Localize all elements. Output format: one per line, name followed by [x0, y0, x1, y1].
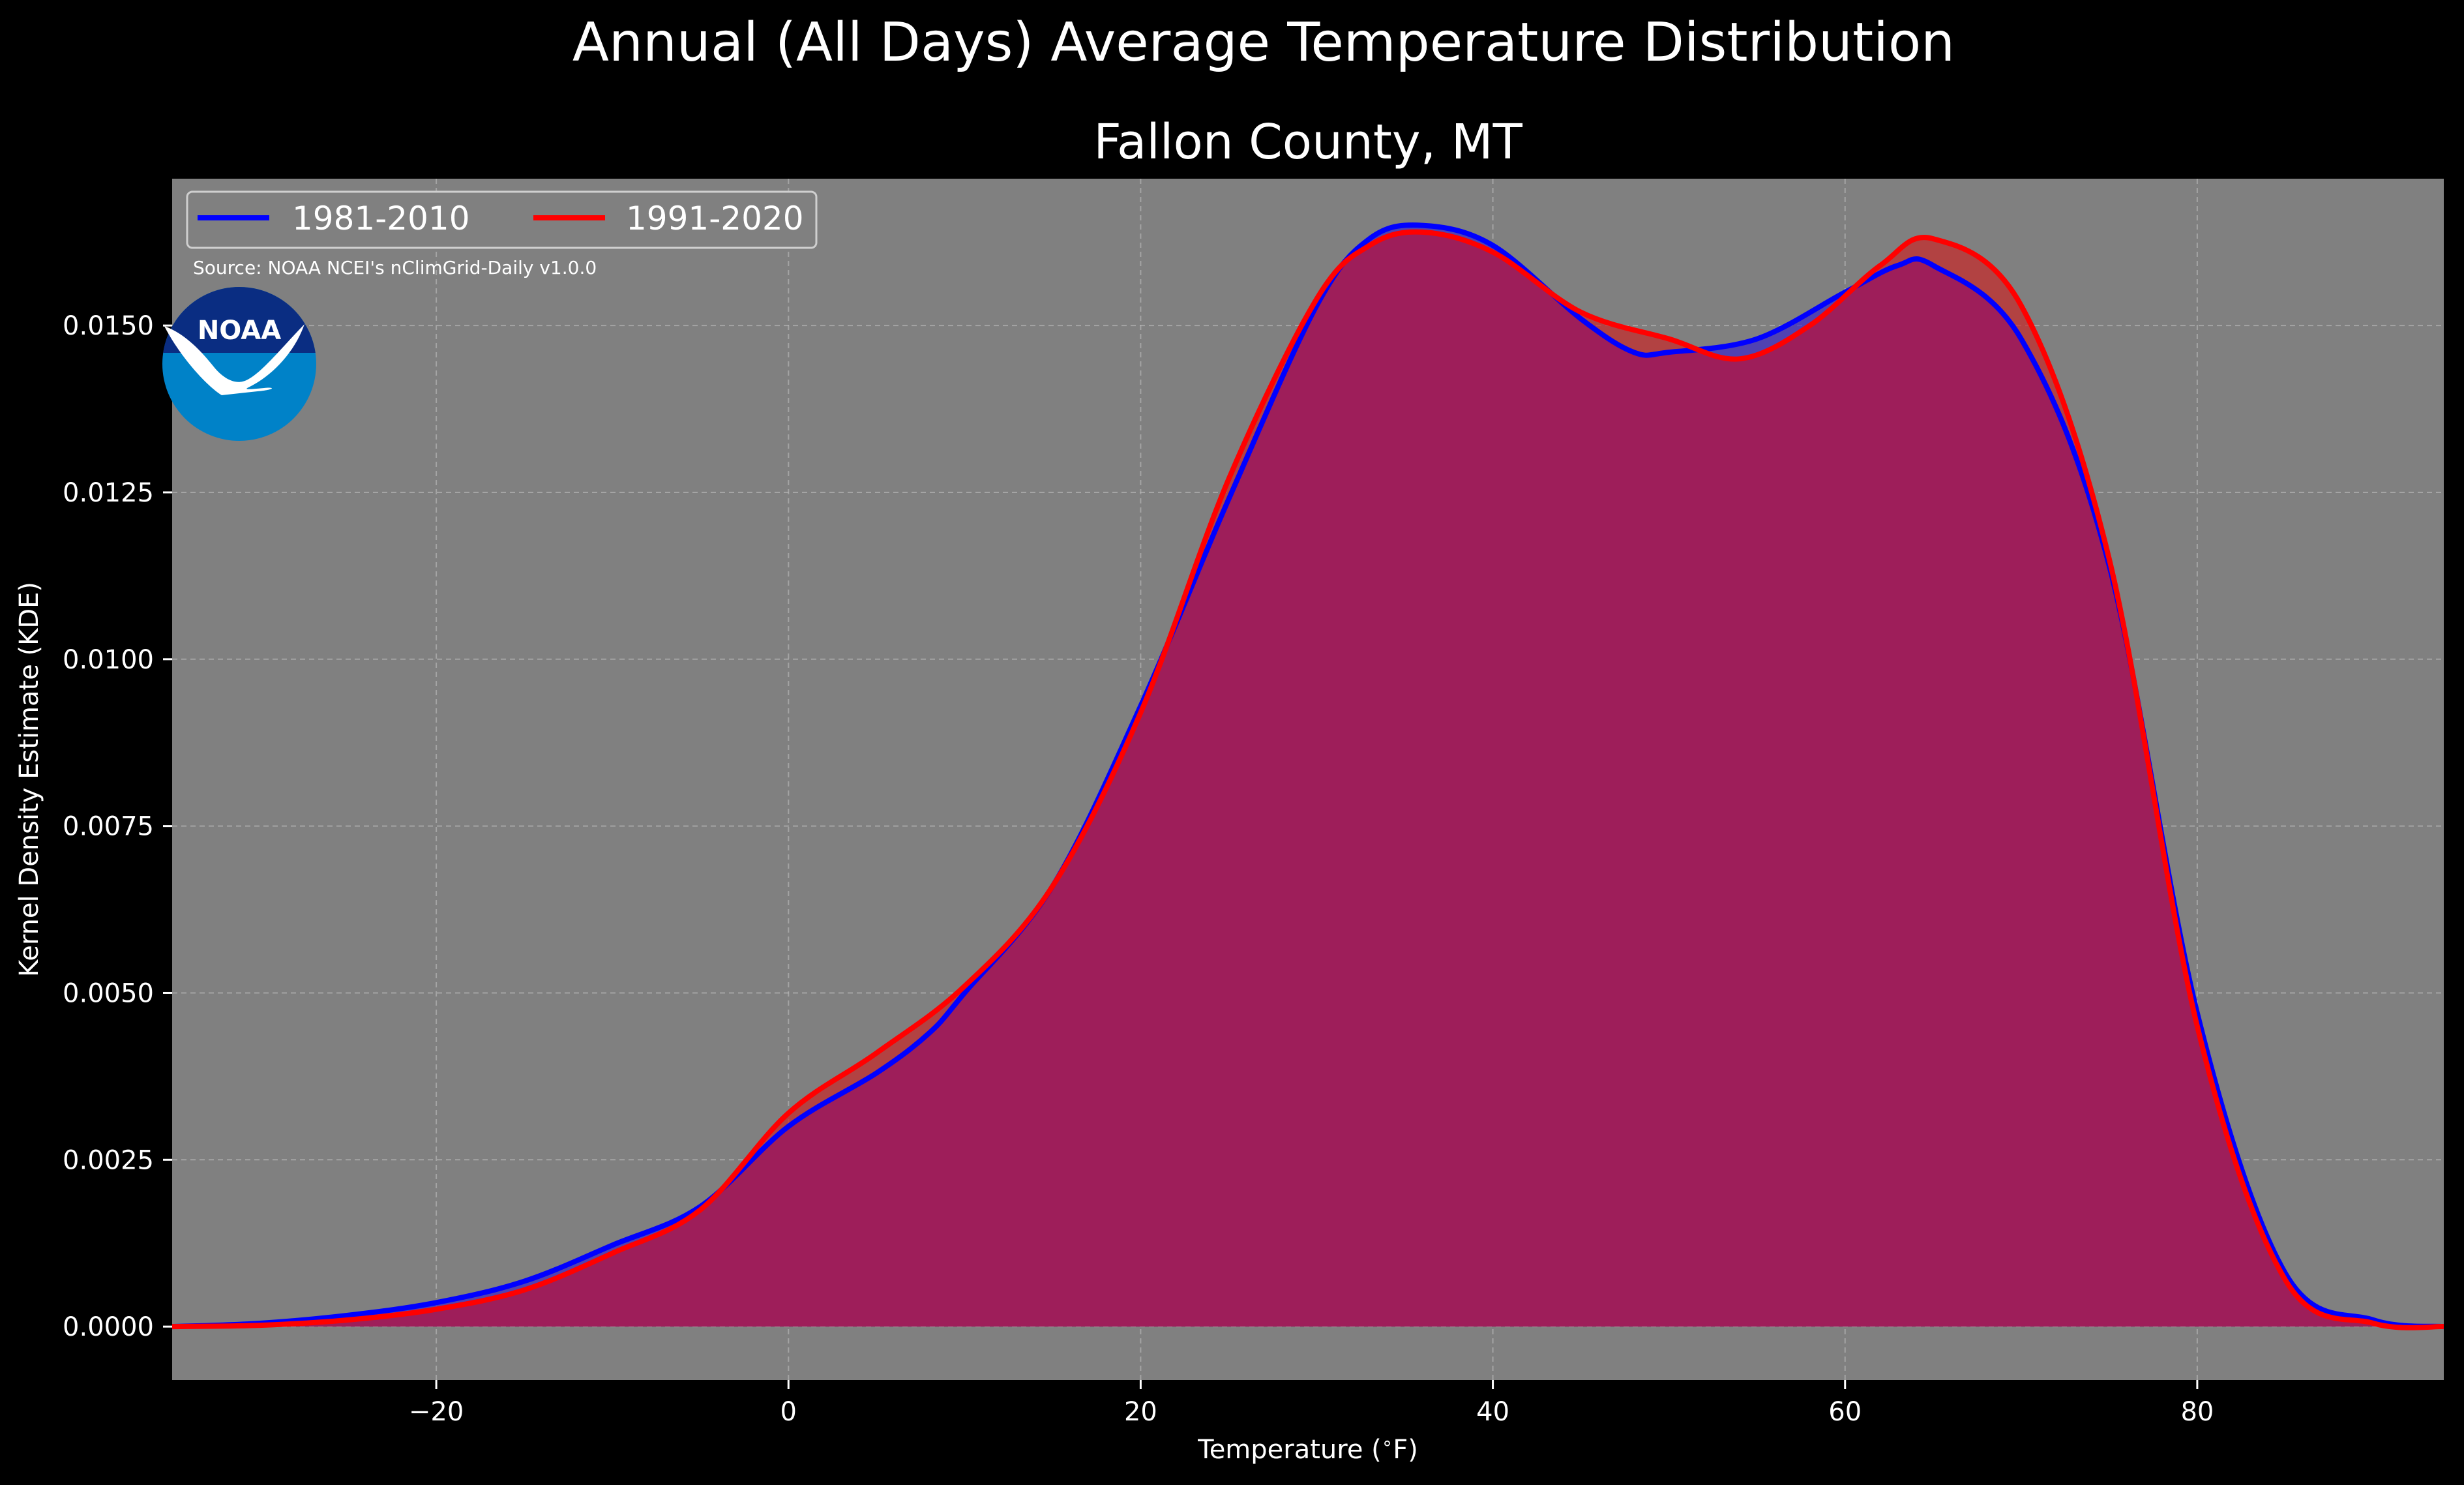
legend-box: [186, 190, 818, 249]
series-overlap-fill: [172, 232, 2444, 1327]
x-axis-label-degree: ∘: [1382, 1432, 1393, 1454]
x-tick-label: 0: [780, 1397, 797, 1427]
y-tick-label: 0.0150: [63, 311, 154, 341]
noaa-logo: NOAA: [162, 287, 316, 441]
y-tick-label: 0.0075: [63, 812, 154, 842]
y-tick-label: 0.0025: [63, 1145, 154, 1175]
legend-label-1981-2010: 1981-2010: [292, 200, 470, 237]
x-axis-label-main: Temperature (: [1197, 1435, 1382, 1465]
source-note: Source: NOAA NCEI's nClimGrid-Daily v1.0…: [193, 257, 597, 278]
x-tick-label: 20: [1124, 1397, 1157, 1427]
series-line-1991-2020: [172, 229, 2444, 1330]
x-axis-label: Temperature (∘F): [1197, 1432, 1418, 1465]
x-tick-label: 80: [2180, 1397, 2214, 1427]
figure-title: Annual (All Days) Average Temperature Di…: [572, 12, 1955, 74]
x-tick-label: 60: [1828, 1397, 1862, 1427]
legend: 1981-2010 1991-2020: [186, 190, 818, 249]
chart-subtitle: Fallon County, MT: [1093, 114, 1522, 170]
y-tick-label: 0.0125: [63, 478, 154, 508]
axis-ticks: −20 0 20 40 60 80 0.0000 0.0025 0.0050 0.0075 0.01…: [63, 311, 2214, 1427]
y-axis-label: Kernel Density Estimate (KDE): [14, 582, 44, 977]
x-tick-label: 40: [1476, 1397, 1509, 1427]
x-tick-label: −20: [409, 1397, 464, 1427]
series-layer: [172, 222, 2444, 1330]
logo-wordmark: NOAA: [198, 316, 281, 346]
legend-label-1991-2020: 1991-2020: [626, 200, 804, 237]
y-tick-label: 0.0050: [63, 978, 154, 1008]
y-tick-label: 0.0000: [63, 1312, 154, 1342]
seagull-icon: [164, 324, 304, 395]
logo-disc-top: [163, 287, 316, 353]
x-axis-label-unit: F): [1393, 1435, 1418, 1465]
y-tick-label: 0.0100: [63, 645, 154, 675]
